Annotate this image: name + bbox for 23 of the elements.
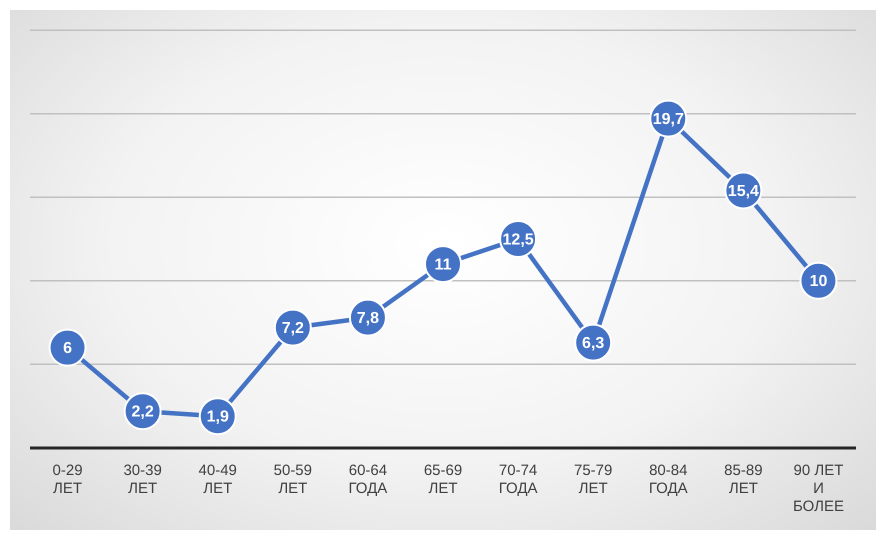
data-label: 12,5 xyxy=(502,231,534,248)
x-tick-label: 60-64 ГОДА xyxy=(348,462,388,498)
data-label: 1,9 xyxy=(206,408,229,426)
data-label: 6,3 xyxy=(582,335,604,352)
x-tick-label: 30-39 ЛЕТ xyxy=(123,462,162,498)
x-tick-label: 80-84 ГОДА xyxy=(648,462,688,498)
data-label: 19,7 xyxy=(652,111,684,128)
x-tick-label: 65-69 ЛЕТ xyxy=(424,462,462,498)
data-label: 7,2 xyxy=(282,320,304,338)
data-label: 10 xyxy=(810,273,828,290)
x-tick-label: 40-49 ЛЕТ xyxy=(198,462,237,498)
x-tick-label: 0-29 ЛЕТ xyxy=(52,462,83,498)
data-label: 6 xyxy=(63,340,72,358)
x-tick-label: 90 ЛЕТ И БОЛЕЕ xyxy=(792,462,844,516)
x-tick-label: 70-74 ГОДА xyxy=(498,462,538,498)
point xyxy=(48,328,87,367)
data-label: 15,4 xyxy=(728,182,760,200)
data-label: 11 xyxy=(434,256,452,274)
data-label: 2,2 xyxy=(132,404,154,421)
x-tick-label: 85-89 ЛЕТ xyxy=(724,462,763,498)
x-tick-label: 50-59 ЛЕТ xyxy=(274,462,312,498)
x-tick-label: 75-79 ЛЕТ xyxy=(574,462,612,498)
data-label: 7,8 xyxy=(356,310,380,327)
